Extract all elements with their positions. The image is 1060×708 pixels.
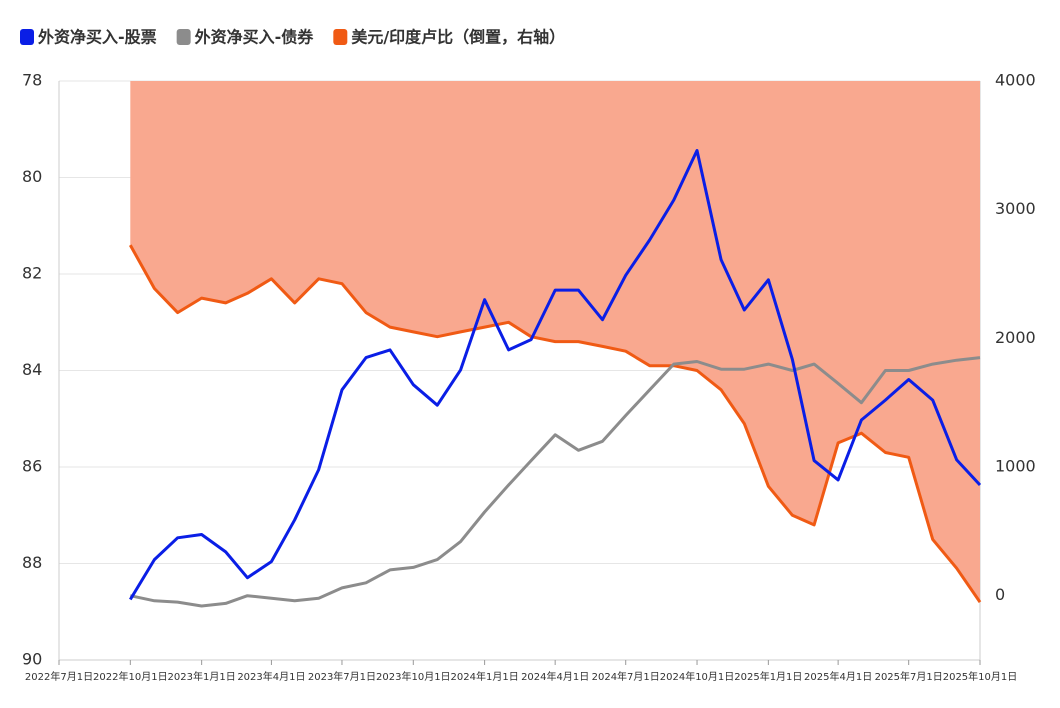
- y-tick-label: 90: [22, 650, 42, 669]
- x-tick-label: 2022年10月1日: [93, 670, 168, 683]
- y-tick-label: 84: [22, 360, 42, 379]
- y-tick-label: 86: [22, 457, 42, 476]
- legend-swatch: [176, 29, 191, 45]
- y-tick-label: 88: [22, 553, 42, 572]
- y2-tick-label: 3000: [995, 199, 1036, 218]
- y2-tick-label: 1000: [995, 457, 1036, 476]
- x-tick-label: 2025年7月1日: [875, 670, 943, 683]
- x-tick-label: 2023年1月1日: [168, 670, 236, 683]
- line: [129, 356, 981, 608]
- legend-label: 外资净买入-股票: [37, 28, 157, 47]
- y-tick-label: 82: [22, 264, 42, 283]
- x-tick-label: 2022年7月1日: [25, 670, 93, 683]
- line: [128, 244, 982, 603]
- x-tick-label: 2024年7月1日: [592, 670, 660, 683]
- x-tick-label: 2024年4月1日: [521, 670, 589, 683]
- legend-swatch: [333, 29, 348, 45]
- y-tick-label: 80: [22, 167, 42, 186]
- x-tick-label: 2025年1月1日: [734, 670, 802, 683]
- legend-swatch: [20, 29, 34, 45]
- x-tick-label: 2023年4月1日: [237, 670, 305, 683]
- y2-tick-label: 0: [995, 585, 1005, 604]
- legend-label: 美元/印度卢比（倒置，右轴）: [351, 28, 565, 47]
- x-tick-label: 2025年10月1日: [943, 670, 1018, 683]
- x-tick-label: 2023年7月1日: [308, 670, 376, 683]
- y2-tick-label: 4000: [995, 71, 1036, 90]
- x-tick-label: 2023年10月1日: [376, 670, 451, 683]
- line: [129, 149, 982, 601]
- x-tick-label: 2024年1月1日: [451, 670, 519, 683]
- x-tick-label: 2024年10月1日: [660, 670, 735, 683]
- y-tick-label: 78: [22, 71, 42, 90]
- y2-tick-label: 2000: [995, 328, 1036, 347]
- x-tick-label: 2025年4月1日: [804, 670, 872, 683]
- legend-label: 外资净买入-债券: [194, 28, 315, 47]
